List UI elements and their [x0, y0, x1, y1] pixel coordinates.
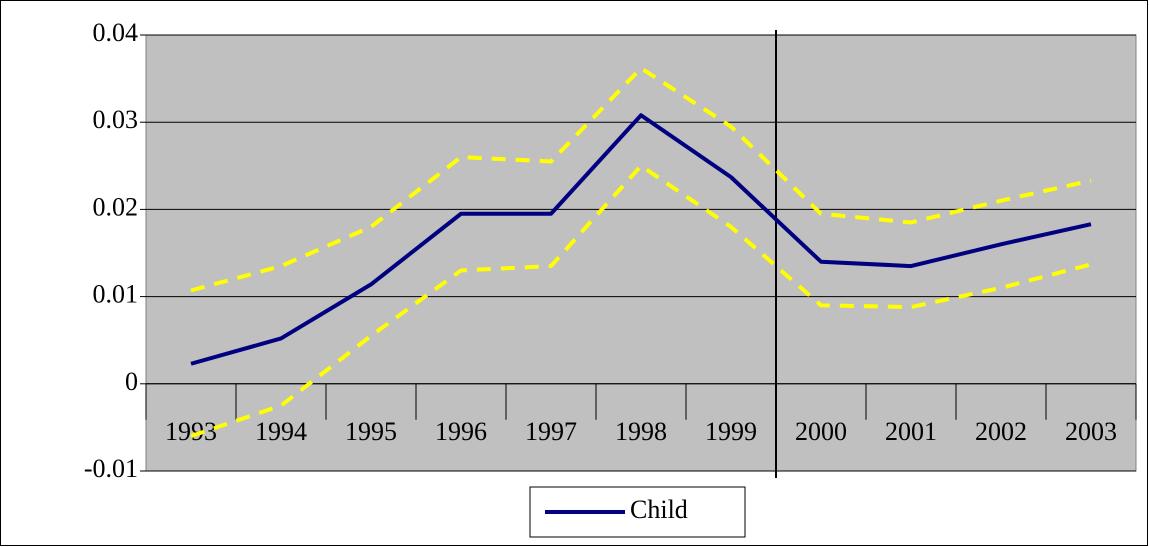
- legend-label: Child: [630, 495, 688, 524]
- plot-area: [145, 34, 1137, 472]
- x-tick-label: 1993: [165, 417, 217, 446]
- y-tick-label: 0.02: [93, 192, 139, 221]
- x-tick-label: 1995: [345, 417, 397, 446]
- y-tick-label: 0.03: [93, 105, 139, 134]
- x-tick-label: 2001: [885, 417, 937, 446]
- y-tick-label: 0: [125, 367, 138, 396]
- legend: Child: [529, 486, 746, 538]
- x-tick-label: 2003: [1065, 417, 1117, 446]
- y-tick-label: -0.01: [84, 454, 138, 483]
- x-tick-label: 1999: [705, 417, 757, 446]
- confidence-line: [190, 163, 1092, 439]
- series-line: [190, 113, 1092, 366]
- x-tick-label: 1997: [525, 417, 577, 446]
- x-tick-label: 1998: [615, 417, 667, 446]
- x-tick-label: 1994: [255, 417, 307, 446]
- x-tick-label: 1996: [435, 417, 487, 446]
- x-tick-label: 2002: [975, 417, 1027, 446]
- y-tick-label: 0.04: [93, 18, 139, 47]
- y-tick-label: 0.01: [93, 280, 139, 309]
- x-tick-label: 2000: [795, 417, 847, 446]
